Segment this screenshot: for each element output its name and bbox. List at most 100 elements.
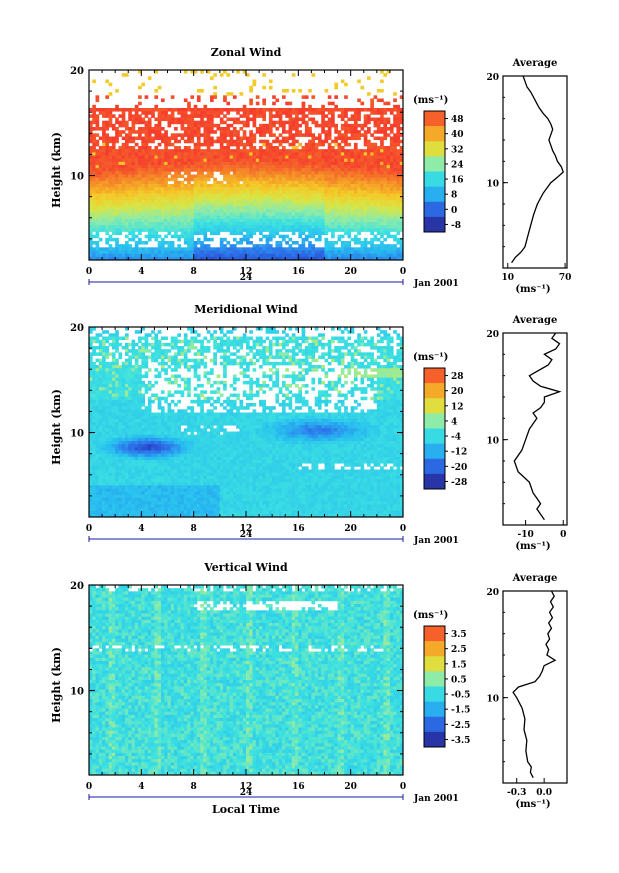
heatmap-cell [105, 403, 110, 407]
heatmap-cell [353, 174, 358, 179]
heatmap-cell [174, 256, 178, 261]
heatmap-cell [89, 463, 93, 467]
heatmap-cell [304, 168, 309, 172]
heatmap-cell [108, 123, 113, 128]
heatmap-cell [210, 158, 214, 163]
heatmap-cell [262, 184, 267, 188]
heatmap-cell [98, 365, 103, 369]
heatmap-cell [141, 174, 145, 179]
heatmap-cell [206, 165, 211, 169]
heatmap-cell [131, 161, 136, 166]
heatmap-cell [174, 193, 178, 198]
heatmap-cell [121, 180, 126, 185]
heatmap-cell [105, 361, 110, 366]
heatmap-cell [105, 253, 110, 258]
heatmap-cell [115, 139, 119, 144]
heatmap-cell [304, 250, 309, 255]
heatmap-cell [121, 206, 126, 210]
heatmap-cell [255, 244, 260, 248]
heatmap-cell [281, 165, 286, 169]
heatmap-cell [134, 256, 139, 261]
heatmap-cell [108, 117, 113, 122]
heatmap-cell [121, 218, 126, 223]
heatmap-cell [219, 161, 224, 166]
heatmap-cell [389, 149, 394, 153]
heatmap-cell [262, 203, 267, 207]
heatmap-cell [124, 174, 129, 179]
heatmap-cell [200, 215, 204, 220]
heatmap-cell [396, 225, 401, 229]
heatmap-cell [128, 415, 132, 420]
heatmap-cell [255, 184, 260, 188]
heatmap-cell [259, 127, 263, 131]
heatmap-cell [95, 196, 100, 201]
heatmap-cell [246, 190, 250, 194]
heatmap-cell [259, 146, 263, 150]
heatmap-cell [203, 244, 208, 248]
heatmap-cell [111, 114, 116, 118]
heatmap-cell [141, 152, 145, 156]
heatmap-cell [187, 139, 191, 144]
x-tick-label: 20 [344, 267, 357, 277]
heatmap-cell [288, 253, 293, 258]
heatmap-cell [380, 127, 384, 131]
heatmap-cell [308, 187, 312, 191]
heatmap-cell [128, 491, 132, 496]
heatmap-cell [206, 139, 211, 144]
heatmap-cell [314, 247, 319, 251]
heatmap-cell [160, 155, 165, 160]
heatmap-cell [389, 155, 394, 160]
heatmap-cell [275, 127, 280, 131]
heatmap-cell [386, 256, 391, 261]
heatmap-cell [124, 152, 129, 156]
heatmap-cell [115, 196, 119, 201]
heatmap-cell [308, 253, 312, 258]
heatmap-cell [108, 158, 113, 163]
heatmap-cell [115, 371, 119, 375]
heatmap-cell [246, 123, 250, 128]
heatmap-cell [229, 193, 234, 198]
heatmap-cell [131, 123, 136, 128]
heatmap-cell [376, 152, 381, 156]
heatmap-cell [102, 437, 106, 442]
heatmap-cell [193, 247, 198, 251]
heatmap-cell [213, 139, 217, 144]
heatmap-cell [187, 253, 191, 258]
heatmap-cell [102, 339, 106, 344]
heatmap-cell [252, 158, 257, 163]
heatmap-cell [268, 225, 273, 229]
heatmap-cell [229, 225, 234, 229]
heatmap-cell [265, 237, 270, 242]
heatmap-cell [396, 139, 401, 144]
heatmap-cell [298, 168, 302, 172]
heatmap-cell [360, 152, 365, 156]
heatmap-cell [203, 168, 208, 172]
heatmap-cell [216, 206, 221, 210]
heatmap-cell [177, 139, 181, 144]
heatmap-cell [213, 165, 217, 169]
heatmap-cell [340, 158, 345, 163]
heatmap-cell [363, 206, 368, 210]
heatmap-cell [95, 142, 100, 147]
heatmap-cell [187, 199, 191, 204]
heatmap-cell [121, 504, 126, 508]
heatmap-cell [275, 228, 280, 232]
heatmap-cell [157, 250, 162, 255]
heatmap-cell [324, 108, 329, 112]
heatmap-cell [357, 168, 361, 172]
heatmap-cell [115, 453, 119, 458]
heatmap-cell [128, 218, 132, 223]
heatmap-cell [317, 215, 322, 220]
heatmap-cell [259, 203, 263, 207]
heatmap-cell [340, 149, 345, 153]
heatmap-cell [363, 114, 368, 118]
heatmap-cell [157, 117, 162, 122]
heatmap-cell [249, 111, 253, 115]
heatmap-cell [216, 209, 221, 213]
heatmap-cell [353, 241, 358, 245]
heatmap-cell [334, 104, 338, 109]
heatmap-cell [206, 120, 211, 125]
heatmap-cell [347, 250, 352, 255]
heatmap-cell [203, 111, 208, 115]
heatmap-cell [167, 120, 172, 125]
